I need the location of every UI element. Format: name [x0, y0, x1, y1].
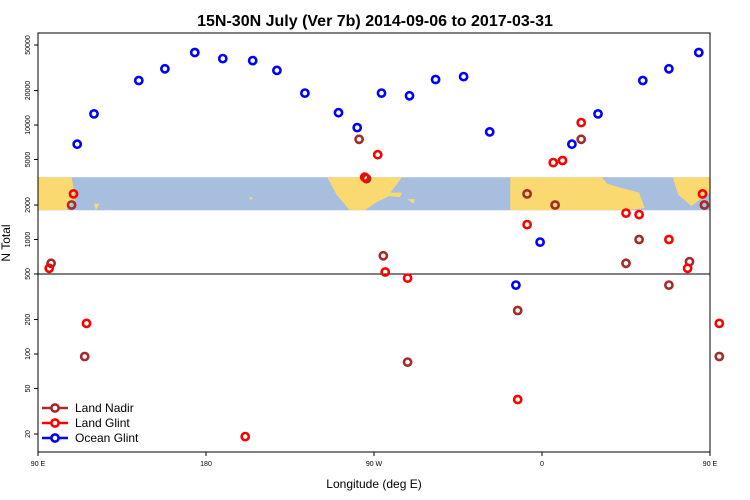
- ocean-glint-point: [333, 107, 344, 118]
- ocean-glint-point: [430, 74, 441, 85]
- land-glint-point: [682, 263, 693, 274]
- land-nadir-legend-label: Land Nadir: [75, 401, 134, 415]
- y-tick-label: 100: [25, 348, 32, 360]
- ocean-glint-point: [404, 90, 415, 101]
- land-philippines: [94, 203, 100, 211]
- land-nadir-point: [354, 134, 364, 145]
- land-nadir-point: [46, 258, 56, 269]
- land-glint-point: [576, 117, 587, 128]
- land-glint-point: [714, 318, 725, 329]
- land-glint-point: [402, 273, 413, 283]
- y-tick-label: 1000: [25, 232, 32, 248]
- ocean-glint-point: [376, 88, 387, 98]
- land-cuba: [383, 192, 402, 198]
- land-glint-point: [557, 155, 568, 166]
- y-tick-label: 20000: [25, 81, 32, 101]
- land-asia-east: [38, 177, 76, 211]
- ocean-glint-point: [484, 126, 495, 137]
- x-axis-label: Longitude (deg E): [326, 477, 421, 491]
- land-glint-point: [512, 394, 523, 405]
- ocean-glint-legend-label: Ocean Glint: [75, 431, 139, 445]
- ocean-glint-point: [299, 88, 310, 98]
- ocean-glint-point: [637, 75, 648, 86]
- x-tick-label: 180: [200, 461, 212, 468]
- land-nadir-point: [621, 258, 631, 269]
- ocean-glint-point: [133, 75, 144, 86]
- land-nadir-point: [576, 134, 587, 145]
- y-tick-label: 50000: [25, 35, 32, 55]
- y-axis-label: N Total: [0, 224, 13, 261]
- data-points: [44, 47, 725, 442]
- land-glint-point: [664, 234, 674, 245]
- ocean-glint-point: [247, 55, 258, 66]
- x-tick-label: 90 W: [366, 461, 383, 468]
- world-map-band: [38, 177, 710, 211]
- land-glint-point: [522, 219, 532, 230]
- ocean-glint-point: [693, 47, 704, 58]
- plot-frame: [37, 32, 711, 453]
- land-glint-point: [548, 157, 559, 168]
- land-glint-point: [240, 431, 251, 442]
- x-tick-label: 0: [540, 461, 544, 468]
- y-axis: 20 50 100 200 500 1000 2000 5000 10000 20000 50000: [25, 35, 38, 438]
- land-nadir-point: [664, 280, 674, 290]
- land-hispaniola: [407, 199, 416, 204]
- land-nadir-point: [714, 351, 725, 362]
- ocean-glint-point: [217, 53, 228, 64]
- x-axis: 90 E 180 90 W 0 90 E: [31, 452, 718, 468]
- land-glint-point: [697, 188, 708, 199]
- y-tick-label: 20: [25, 430, 32, 438]
- land-nadir-point: [634, 234, 644, 245]
- x-tick-label: 90 E: [31, 461, 46, 468]
- ocean-glint-legend-marker: [50, 433, 60, 443]
- land-nadir-legend-marker: [50, 403, 60, 413]
- land-glint-point: [634, 209, 644, 220]
- land-nadir-point: [378, 250, 389, 261]
- chart-title: 15N-30N July (Ver 7b) 2014-09-06 to 2017…: [197, 13, 553, 30]
- ocean-glint-point: [89, 109, 99, 119]
- land-india: [672, 177, 710, 206]
- ocean-glint-point: [535, 237, 545, 247]
- ocean-glint-point: [271, 65, 282, 76]
- land-glint-point: [359, 172, 370, 183]
- x-tick-label: 90 E: [703, 461, 718, 468]
- land-nadir-point: [550, 200, 560, 210]
- ocean-glint-point: [511, 280, 521, 290]
- y-tick-label: 50: [25, 384, 32, 392]
- ocean-glint-point: [159, 63, 170, 74]
- land-africa-asia: [510, 177, 645, 211]
- land-glint-point: [44, 263, 55, 274]
- land-nadir-point: [66, 200, 77, 210]
- ocean-glint-point: [567, 139, 577, 150]
- ocean-glint-point: [72, 139, 83, 150]
- land-mexico: [327, 177, 402, 211]
- land-nadir-point: [699, 200, 710, 210]
- ocean-glint-point: [189, 47, 200, 58]
- land-glint-point: [380, 267, 391, 277]
- land-hawaii: [248, 197, 253, 201]
- y-tick-label: 5000: [25, 152, 32, 168]
- ocean-glint-point: [352, 122, 363, 133]
- land-nadir-point: [512, 305, 523, 316]
- land-glint-point: [372, 149, 383, 160]
- land-glint-point: [68, 188, 79, 199]
- land-glint-legend-label: Land Glint: [75, 416, 130, 430]
- ocean-glint-point: [664, 63, 674, 74]
- y-tick-label: 500: [25, 268, 32, 280]
- land-glint-point: [81, 318, 92, 329]
- y-tick-label: 2000: [25, 197, 32, 213]
- land-glint-legend-marker: [50, 418, 60, 428]
- ocean-glint-point: [458, 71, 469, 82]
- land-nadir-point: [402, 357, 413, 367]
- land-nadir-point: [79, 351, 90, 362]
- y-tick-label: 200: [25, 314, 32, 326]
- land-nadir-point: [522, 188, 532, 199]
- ocean-glint-point: [593, 109, 603, 119]
- y-tick-label: 10000: [25, 115, 32, 135]
- land-glint-point: [621, 208, 631, 218]
